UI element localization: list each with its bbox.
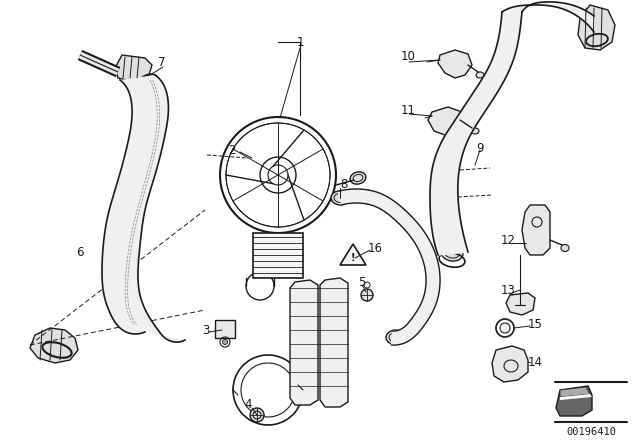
Text: 00196410: 00196410 — [566, 427, 616, 437]
Polygon shape — [430, 12, 522, 255]
Polygon shape — [492, 346, 528, 382]
Polygon shape — [578, 5, 615, 50]
Bar — [215, 320, 235, 338]
Circle shape — [361, 289, 373, 301]
Ellipse shape — [441, 245, 463, 261]
Text: 5: 5 — [358, 276, 365, 289]
Text: 3: 3 — [202, 323, 210, 336]
Polygon shape — [320, 278, 348, 407]
Polygon shape — [522, 205, 550, 255]
Text: 13: 13 — [500, 284, 515, 297]
Polygon shape — [560, 387, 590, 397]
Polygon shape — [438, 50, 472, 78]
Text: 8: 8 — [340, 178, 348, 191]
Polygon shape — [560, 394, 592, 400]
Ellipse shape — [471, 128, 479, 134]
Text: 16: 16 — [367, 241, 383, 254]
Bar — [253, 233, 303, 278]
Polygon shape — [102, 75, 185, 342]
Ellipse shape — [476, 72, 484, 78]
Polygon shape — [290, 280, 318, 405]
Polygon shape — [115, 55, 152, 82]
Text: 10: 10 — [401, 51, 415, 64]
Ellipse shape — [350, 172, 366, 184]
Text: 4: 4 — [244, 399, 252, 412]
Polygon shape — [502, 2, 594, 32]
Text: 7: 7 — [158, 56, 166, 69]
Text: 14: 14 — [527, 356, 543, 369]
Polygon shape — [30, 328, 78, 363]
Polygon shape — [428, 107, 466, 135]
Polygon shape — [556, 386, 592, 416]
Text: 15: 15 — [527, 319, 543, 332]
Text: 11: 11 — [401, 103, 415, 116]
Polygon shape — [340, 244, 366, 265]
Polygon shape — [506, 293, 535, 315]
Text: 1: 1 — [296, 35, 304, 48]
Polygon shape — [339, 189, 440, 345]
Text: !: ! — [351, 253, 355, 263]
Text: 2: 2 — [228, 143, 236, 156]
Text: 6: 6 — [76, 246, 84, 258]
Text: 12: 12 — [500, 233, 515, 246]
Ellipse shape — [331, 191, 349, 205]
Circle shape — [223, 340, 227, 345]
Circle shape — [250, 408, 264, 422]
Text: 9: 9 — [476, 142, 484, 155]
Ellipse shape — [561, 245, 569, 251]
Ellipse shape — [386, 330, 404, 344]
